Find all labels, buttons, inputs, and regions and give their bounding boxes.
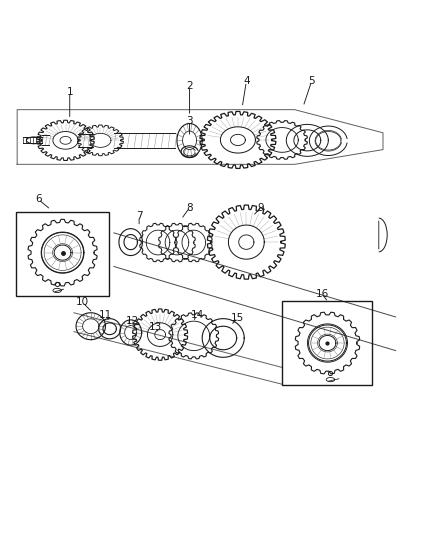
- Text: 9: 9: [258, 203, 265, 213]
- Text: 15: 15: [231, 313, 244, 323]
- Text: 10: 10: [76, 297, 89, 307]
- Text: 3: 3: [186, 116, 193, 126]
- Text: 11: 11: [99, 310, 112, 320]
- Text: 14: 14: [191, 310, 204, 320]
- Text: 12: 12: [126, 316, 139, 326]
- Text: 6: 6: [35, 194, 42, 204]
- Bar: [16, 212, 109, 296]
- Text: 13: 13: [149, 322, 162, 333]
- Text: 5: 5: [308, 77, 315, 86]
- Text: 8: 8: [186, 203, 193, 213]
- Text: 1: 1: [67, 87, 73, 97]
- Text: 7: 7: [136, 211, 142, 221]
- Text: 16: 16: [315, 289, 328, 299]
- Text: 4: 4: [243, 77, 250, 86]
- Text: 2: 2: [186, 80, 193, 91]
- Bar: [282, 301, 372, 385]
